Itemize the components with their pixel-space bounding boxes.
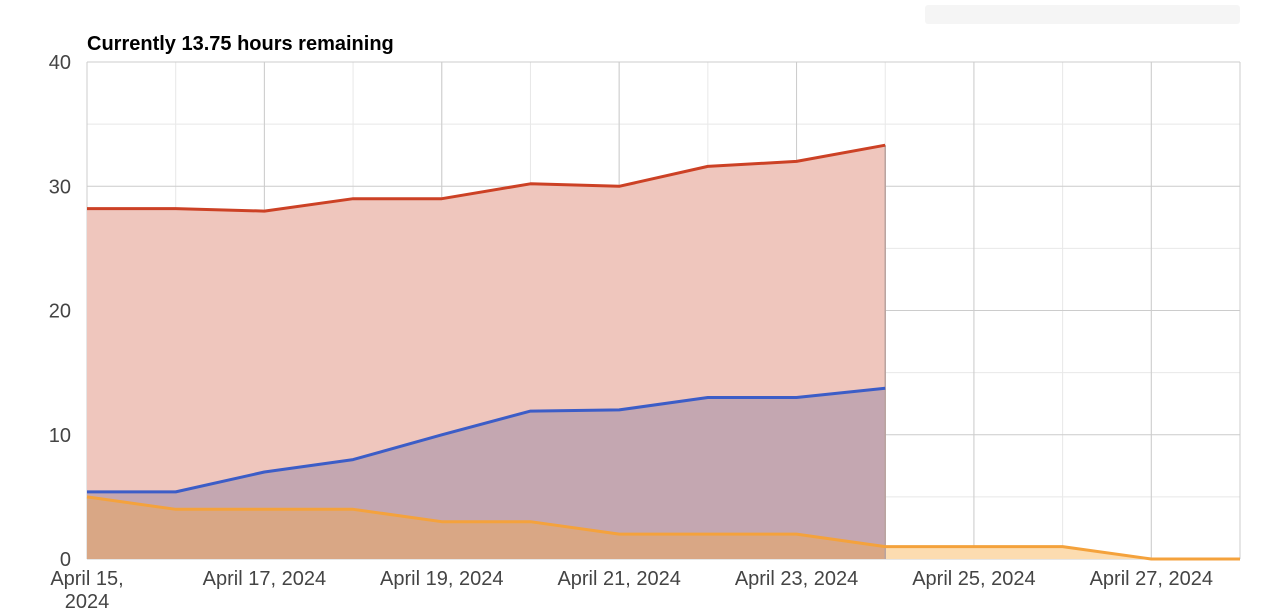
series-lines [86,143,1240,561]
y-tick-label: 10 [49,425,71,447]
chart-title: Currently 13.75 hours remaining [87,33,394,55]
x-tick-label: April 17, 2024 [203,568,326,590]
y-tick-label: 20 [49,301,71,323]
y-axis-labels: 0 10 20 30 40 [49,52,71,571]
x-tick-label: April 21, 2024 [557,568,680,590]
x-tick-label: April 25, 2024 [912,568,1035,590]
series-areas [87,145,1240,559]
remaining-hours-line [87,386,886,494]
x-tick-label: April 15, 2024 [50,568,123,613]
x-axis-labels: April 15, 2024 April 17, 2024 April 19, 202… [50,568,1213,613]
projected-future-area [885,546,1240,559]
projected-hours-line [86,495,1240,561]
total-hours-line [87,143,886,213]
y-tick-label: 30 [49,176,71,198]
projected-hours-area [87,496,886,559]
y-tick-label: 40 [49,52,71,74]
top-bar-placeholder [925,5,1240,24]
x-tick-label: April 19, 2024 [380,568,503,590]
x-tick-label: April 23, 2024 [735,568,858,590]
x-tick-label: April 27, 2024 [1090,568,1213,590]
y-tick-label: 0 [60,549,71,571]
